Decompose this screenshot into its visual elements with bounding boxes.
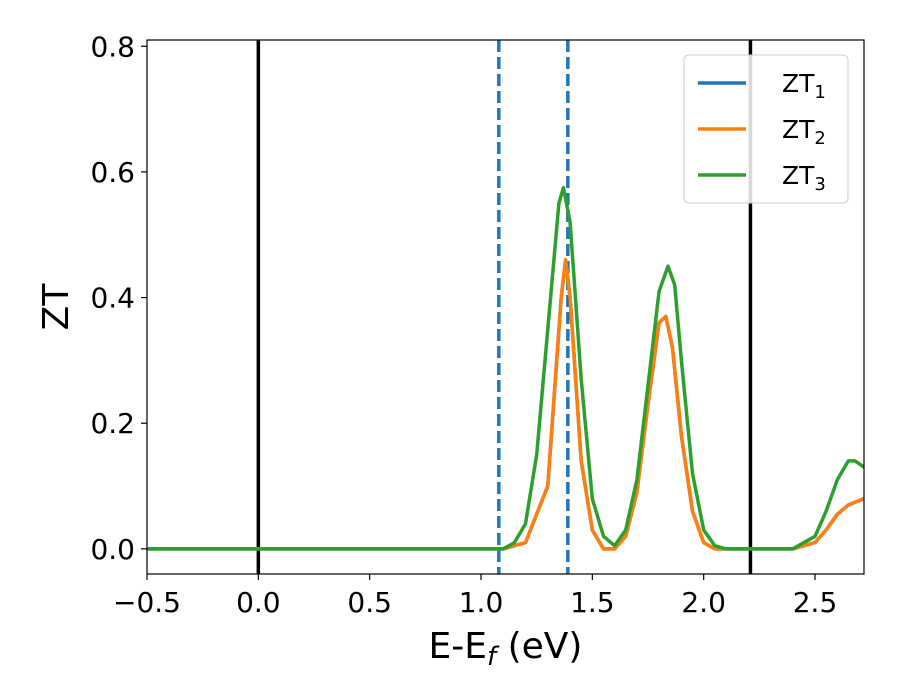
- x-axis-label: E-Ef (eV): [429, 626, 583, 672]
- legend: ZT1 ZT2 ZT3: [683, 54, 849, 204]
- series-line-zt1: [147, 258, 864, 551]
- x-tick-label: 1.5: [570, 586, 615, 619]
- series-line-zt2: [147, 258, 864, 551]
- plot-frame: [146, 39, 865, 575]
- legend-label-zt1: ZT1: [782, 69, 826, 103]
- y-tick-label: 0.0: [90, 533, 135, 566]
- x-axis-label-main: E-E: [429, 626, 487, 667]
- legend-box: [683, 54, 849, 204]
- y-tick-label: 0.8: [90, 30, 135, 63]
- series-lines: [147, 185, 864, 551]
- x-tick-label: 2.5: [793, 586, 838, 619]
- x-tick-label: 0.5: [347, 586, 392, 619]
- x-tick-label: 2.0: [681, 586, 726, 619]
- x-axis: −0.5 0.0 0.5 1.0 1.5 2.0 2.5: [113, 574, 837, 619]
- x-tick-label: 0.0: [236, 586, 281, 619]
- y-tick-label: 0.4: [90, 282, 135, 315]
- legend-label-zt3: ZT3: [782, 161, 826, 195]
- series-line-zt3: [147, 185, 864, 551]
- y-axis-label: ZT: [36, 283, 77, 331]
- x-tick-label: −0.5: [113, 586, 181, 619]
- y-tick-label: 0.6: [90, 156, 135, 189]
- y-axis: 0.0 0.2 0.4 0.6 0.8: [90, 30, 147, 566]
- x-axis-label-unit: (eV): [496, 626, 582, 667]
- legend-label-zt2: ZT2: [782, 115, 826, 149]
- y-tick-label: 0.2: [90, 407, 135, 440]
- x-tick-label: 1.0: [459, 586, 504, 619]
